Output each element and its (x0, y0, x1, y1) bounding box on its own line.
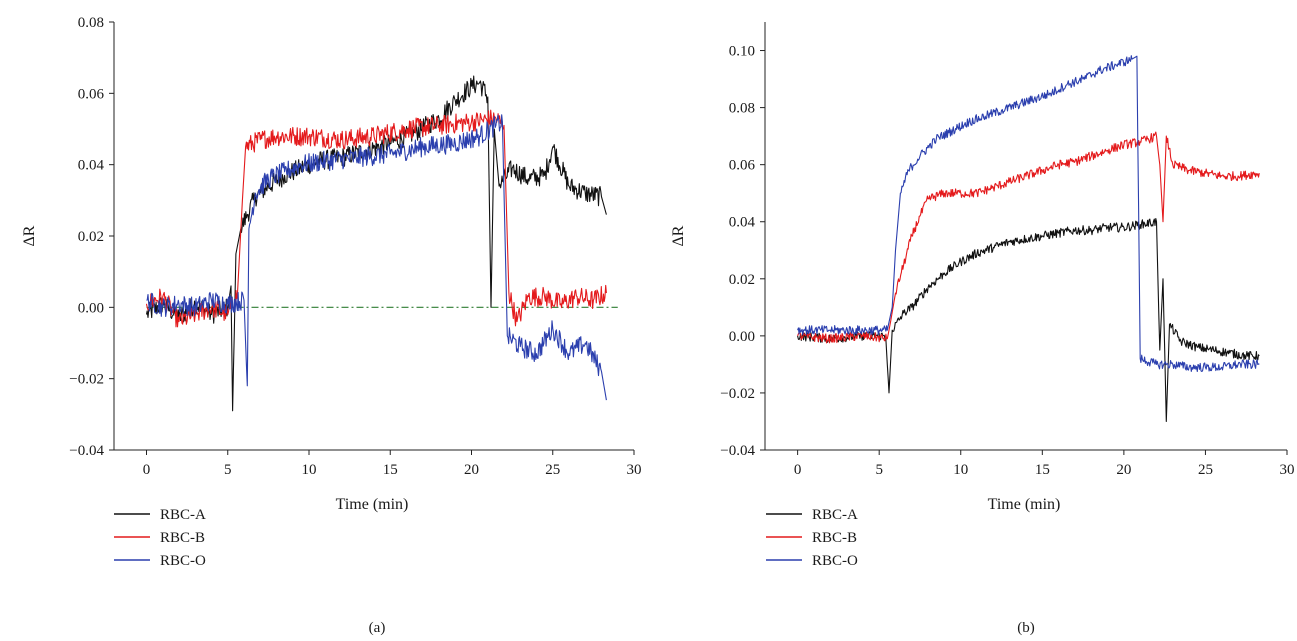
y-tick-label: −0.02 (720, 386, 755, 402)
x-axis-title: Time (min) (988, 496, 1061, 513)
x-tick-label: 30 (627, 462, 642, 478)
y-axis-title: ΔR (670, 225, 687, 246)
y-tick-label: 0.02 (729, 272, 755, 288)
legend-label: RBC-A (812, 507, 858, 523)
x-tick-label: 20 (1116, 462, 1131, 478)
chart-panel-b: 0 5 10 15 20 25 30 −0.04 −0.02 0.00 0.02 0.04 0.06 0.… (670, 22, 1295, 636)
panel-label: (a) (369, 620, 386, 636)
x-tick-label: 10 (953, 462, 968, 478)
x-axis-title: Time (min) (336, 496, 409, 513)
chart-panel-a: 0 5 10 15 20 25 30 −0.04 −0.02 0.00 0.02 0.04 0.06 0.… (21, 15, 642, 636)
y-tick-label: 0.06 (78, 86, 105, 102)
y-tick-label: 0.00 (78, 300, 104, 316)
series-line-rbc-a (797, 217, 1260, 423)
y-tick-label: 0.06 (729, 158, 756, 174)
legend-label: RBC-O (812, 553, 858, 569)
y-tick-label: 0.00 (729, 329, 755, 345)
y-tick-label: 0.10 (729, 44, 755, 60)
series-line-rbc-o (146, 114, 607, 401)
y-tick-label: 0.08 (78, 15, 104, 31)
y-axis-title: ΔR (21, 225, 38, 246)
y-tick-label: 0.02 (78, 229, 104, 245)
legend: RBC-A RBC-B RBC-O (766, 507, 858, 569)
x-tick-label: 5 (875, 462, 883, 478)
series-line-rbc-a (145, 75, 607, 412)
y-tick-label: 0.08 (729, 101, 755, 117)
y-tick-label: 0.04 (78, 158, 105, 174)
x-tick-label: 15 (383, 462, 398, 478)
x-tick-label: 25 (1198, 462, 1213, 478)
legend-label: RBC-A (160, 507, 206, 523)
x-tick-label: 10 (302, 462, 317, 478)
legend: RBC-A RBC-B RBC-O (114, 507, 206, 569)
y-tick-label: −0.02 (69, 372, 104, 388)
x-tick-label: 15 (1035, 462, 1050, 478)
series-line-rbc-o (797, 55, 1260, 373)
y-tick-label: 0.04 (729, 215, 756, 231)
x-tick-label: 5 (224, 462, 232, 478)
x-tick-label: 0 (143, 462, 151, 478)
legend-label: RBC-B (812, 530, 857, 546)
x-tick-label: 20 (464, 462, 479, 478)
y-tick-label: −0.04 (69, 443, 104, 459)
x-tick-label: 30 (1280, 462, 1295, 478)
legend-label: RBC-O (160, 553, 206, 569)
legend-label: RBC-B (160, 530, 205, 546)
panel-label: (b) (1017, 620, 1035, 636)
x-tick-label: 0 (794, 462, 802, 478)
y-tick-label: −0.04 (720, 443, 755, 459)
series-line-rbc-b (797, 131, 1260, 344)
x-tick-label: 25 (545, 462, 560, 478)
